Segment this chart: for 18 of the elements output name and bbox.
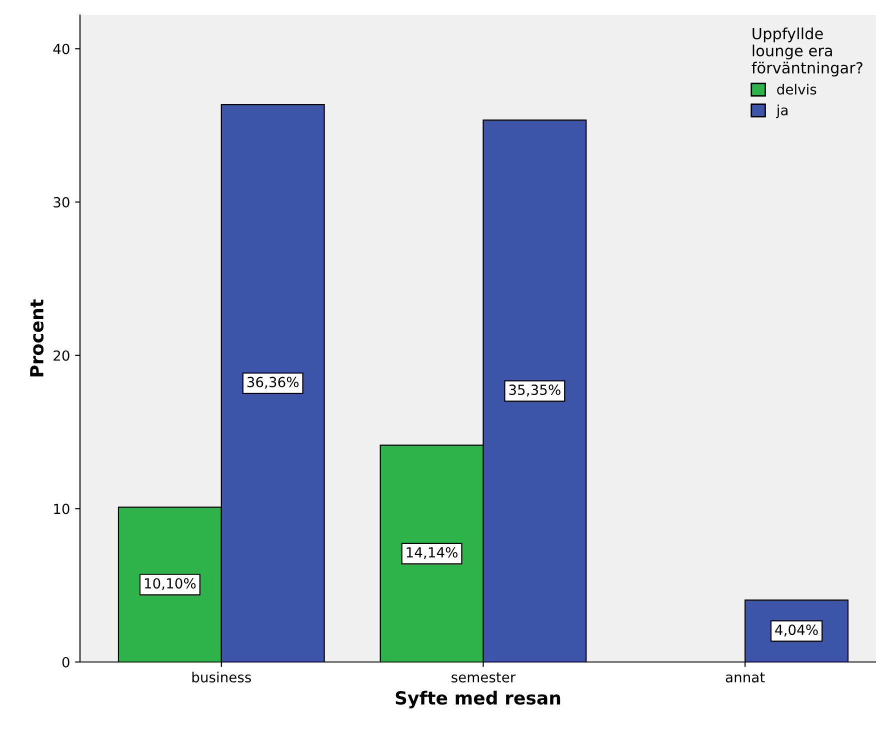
y-axis-title: Procent <box>30 299 44 376</box>
y-tick-label: 30 <box>54 197 70 208</box>
y-tick-label: 40 <box>53 44 70 54</box>
y-tick-label: 20 <box>54 350 70 361</box>
legend-label: delvis <box>777 84 816 95</box>
data-label: 10,10% <box>144 578 196 590</box>
y-tick-label: 0 <box>62 656 70 668</box>
legend-label: ja <box>776 104 788 118</box>
data-label: 14,14% <box>406 547 458 560</box>
data-label: 35,35% <box>509 384 560 396</box>
x-tick-label: business <box>192 672 251 682</box>
data-label: 36,36% <box>247 376 299 389</box>
legend-title: Uppfyllde lounge era förväntningar? <box>752 28 862 76</box>
x-axis-title: Syfte med resan <box>396 690 560 708</box>
y-tick-label: 10 <box>54 504 70 514</box>
x-tick-label: semester <box>452 672 516 682</box>
data-label: 4,04% <box>775 624 818 636</box>
x-tick-label: annat <box>726 672 765 682</box>
